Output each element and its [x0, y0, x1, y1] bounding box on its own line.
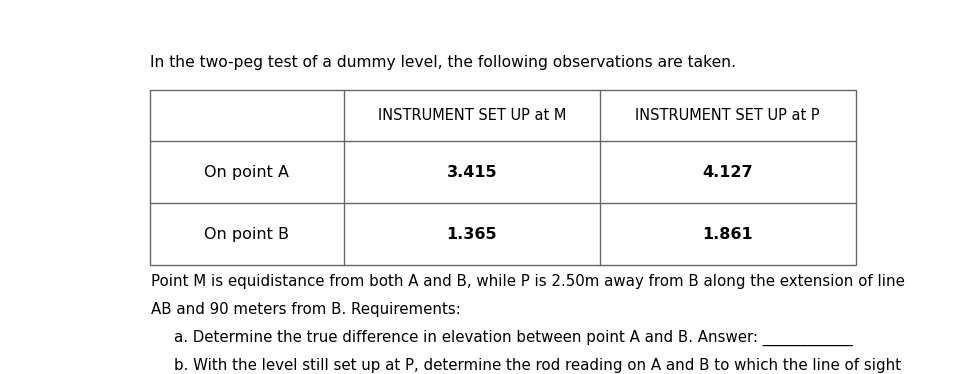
- Text: INSTRUMENT SET UP at M: INSTRUMENT SET UP at M: [378, 108, 566, 123]
- Text: 4.127: 4.127: [703, 165, 753, 180]
- Text: On point B: On point B: [204, 227, 289, 242]
- Text: On point A: On point A: [204, 165, 289, 180]
- Text: In the two-peg test of a dummy level, the following observations are taken.: In the two-peg test of a dummy level, th…: [149, 55, 735, 70]
- Text: 1.365: 1.365: [447, 227, 497, 242]
- Text: Point M is equidistance from both A and B, while P is 2.50m away from B along th: Point M is equidistance from both A and …: [151, 274, 905, 289]
- Text: b. With the level still set up at P, determine the rod reading on A and B to whi: b. With the level still set up at P, det…: [173, 359, 901, 374]
- Text: 3.415: 3.415: [447, 165, 497, 180]
- Bar: [149, 89, 856, 265]
- Text: INSTRUMENT SET UP at P: INSTRUMENT SET UP at P: [636, 108, 820, 123]
- Text: AB and 90 meters from B. Requirements:: AB and 90 meters from B. Requirements:: [151, 302, 461, 317]
- Text: a. Determine the true difference in elevation between point A and B. Answer: ___: a. Determine the true difference in elev…: [173, 330, 853, 346]
- Text: 1.861: 1.861: [703, 227, 753, 242]
